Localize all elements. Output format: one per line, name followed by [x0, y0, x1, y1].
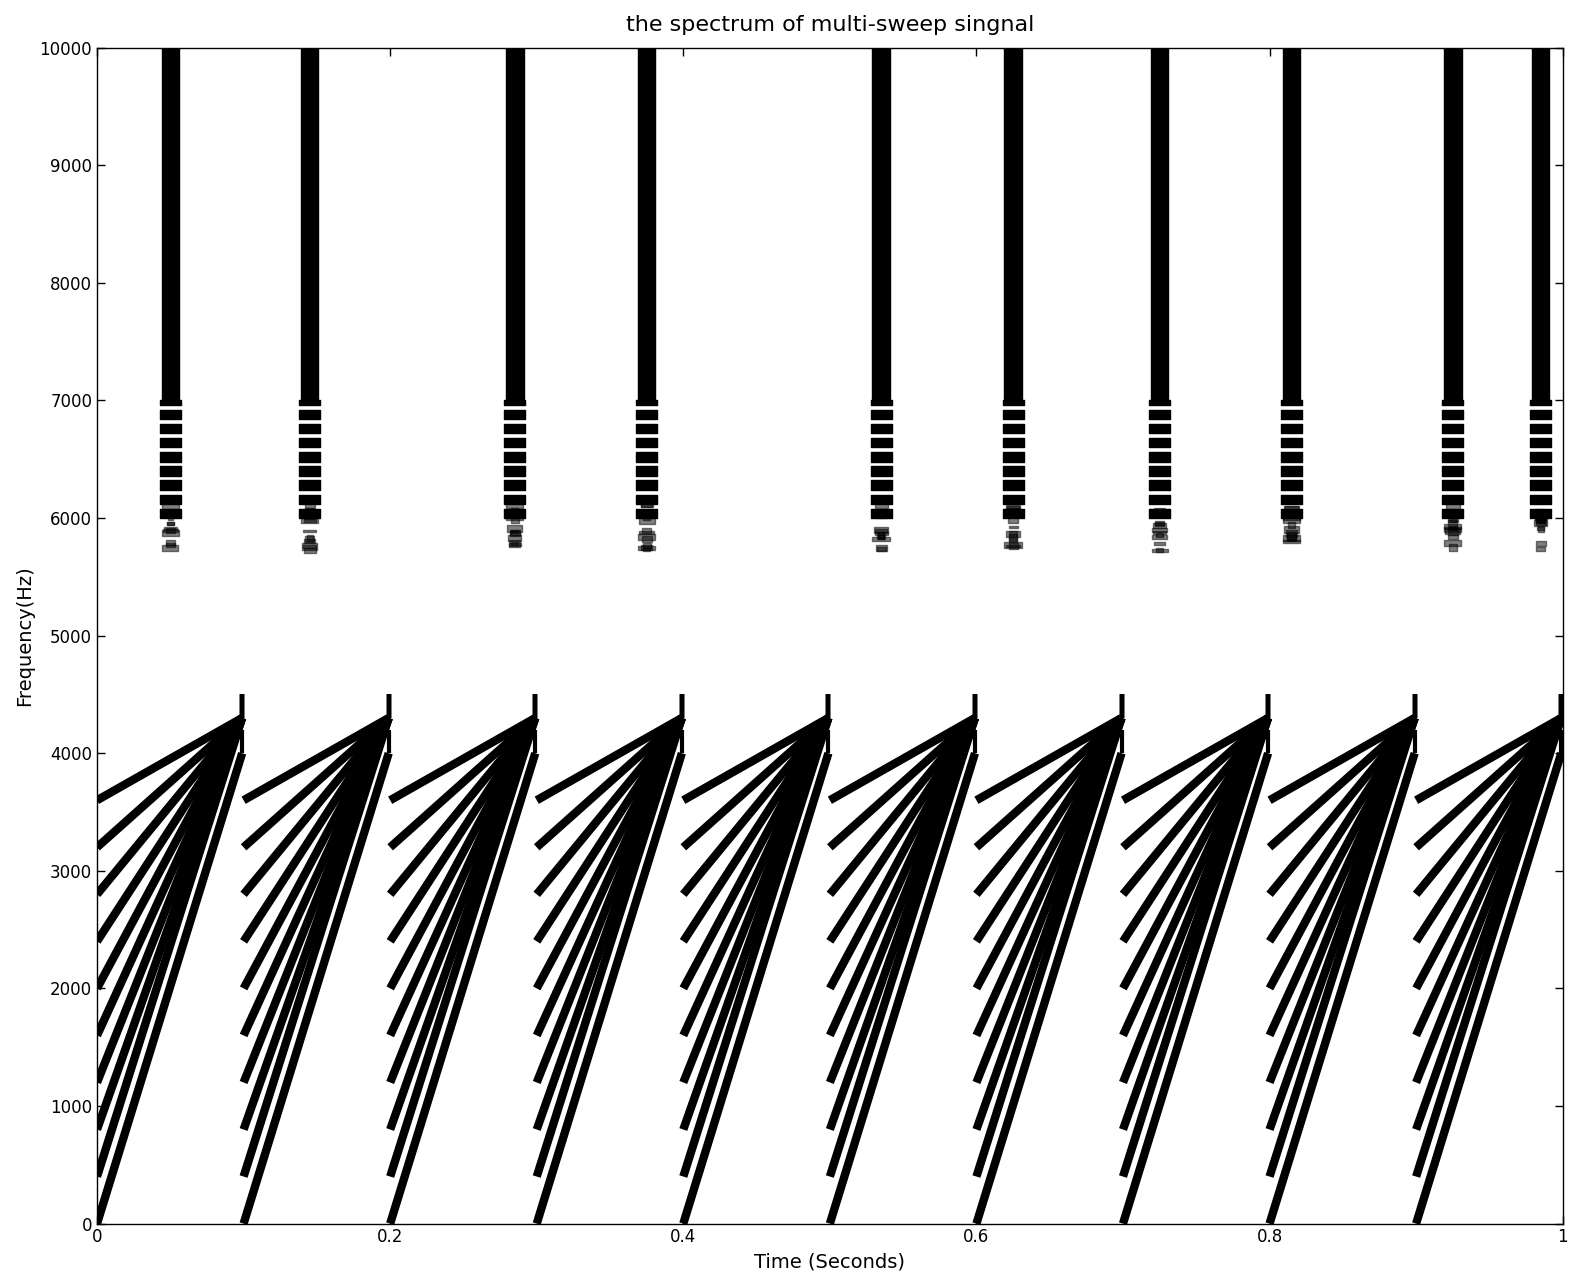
Title: the spectrum of multi-sweep singnal: the spectrum of multi-sweep singnal [625, 15, 1034, 35]
Y-axis label: Frequency(Hz): Frequency(Hz) [14, 566, 33, 706]
X-axis label: Time (Seconds): Time (Seconds) [755, 1253, 905, 1271]
